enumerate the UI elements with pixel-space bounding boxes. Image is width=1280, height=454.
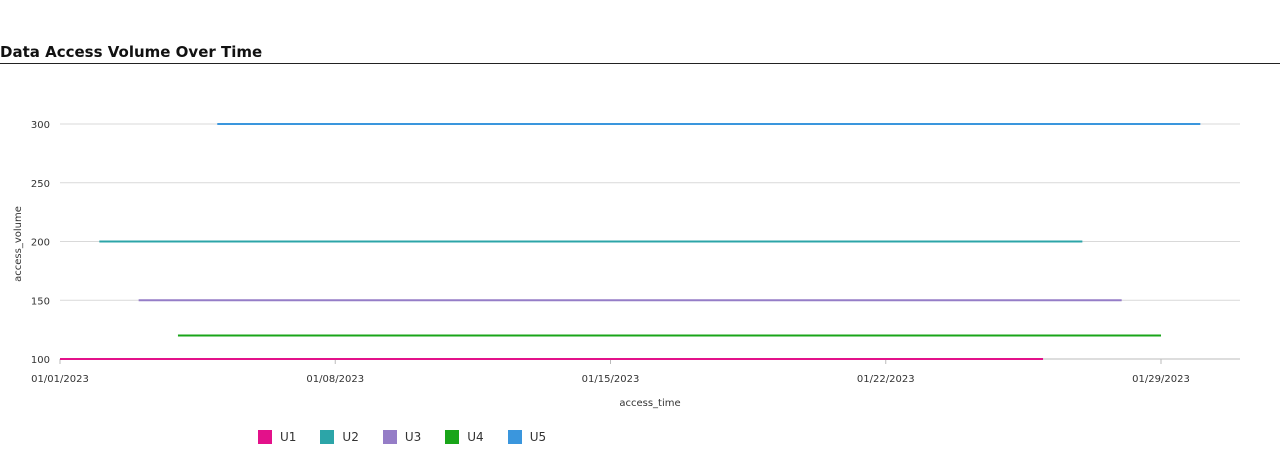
legend-swatch (320, 430, 335, 444)
legend-swatch (507, 430, 522, 444)
x-tick-label: 01/01/2023 (31, 374, 89, 385)
legend-label: U1 (280, 430, 297, 444)
x-tick-label: 01/22/2023 (857, 374, 915, 385)
legend-label: U3 (404, 430, 422, 444)
x-tick-label: 01/29/2023 (1132, 374, 1190, 385)
y-tick-label: 100 (31, 355, 50, 366)
series-lines (60, 123, 1201, 360)
y-axis-ticks: 100 150 200 250 300 (31, 120, 50, 366)
y-tick-label: 200 (31, 238, 50, 249)
title-divider (0, 63, 1280, 64)
legend-item-u3[interactable]: U3 (382, 430, 422, 444)
y-tick-label: 300 (31, 120, 50, 131)
legend-swatch (445, 430, 460, 444)
x-tick-label: 01/15/2023 (582, 374, 640, 385)
legend-item-u4[interactable]: U4 (445, 430, 484, 444)
x-tick-label: 01/08/2023 (306, 374, 364, 385)
legend-item-u2[interactable]: U2 (320, 430, 359, 444)
legend-label: U5 (529, 430, 547, 444)
x-axis-label: access_time (619, 398, 680, 409)
legend-item-u1[interactable]: U1 (258, 430, 296, 444)
chart-title: Data Access Volume Over Time (0, 43, 263, 61)
x-axis-ticks: 01/01/2023 01/08/2023 01/15/2023 01/22/2023… (31, 359, 1190, 385)
legend-label: U4 (467, 430, 484, 444)
legend-swatch (258, 430, 272, 444)
y-tick-label: 250 (31, 179, 50, 190)
legend: U1 U2 U3 U4 U5 (258, 430, 570, 444)
legend-label: U2 (342, 430, 359, 444)
legend-item-u5[interactable]: U5 (507, 430, 547, 444)
legend-swatch (382, 430, 397, 444)
y-tick-label: 150 (31, 296, 50, 307)
y-axis-label: access_volume (13, 206, 24, 282)
